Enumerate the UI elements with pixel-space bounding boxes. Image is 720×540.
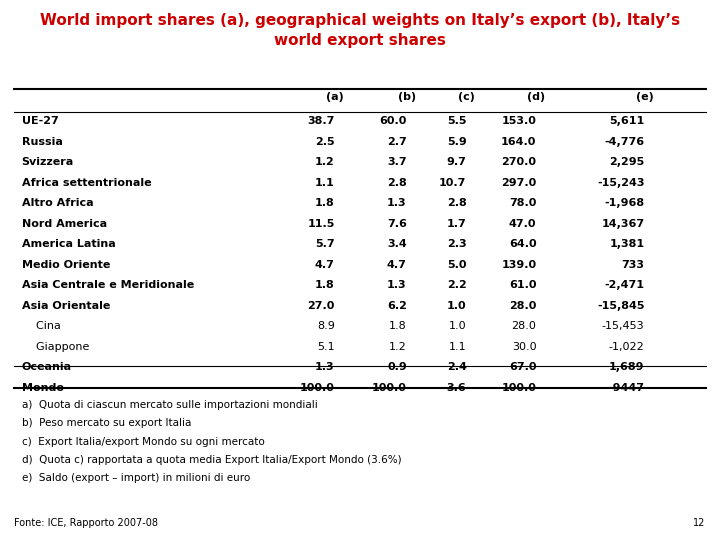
Text: 1,689: 1,689 (609, 362, 644, 373)
Text: Svizzera: Svizzera (22, 157, 74, 167)
Text: 1.7: 1.7 (447, 219, 467, 229)
Text: 7.6: 7.6 (387, 219, 407, 229)
Text: 2.7: 2.7 (387, 137, 407, 147)
Text: 61.0: 61.0 (509, 280, 536, 291)
Text: 100.0: 100.0 (502, 383, 536, 393)
Text: 28.0: 28.0 (509, 301, 536, 311)
Text: 6.2: 6.2 (387, 301, 407, 311)
Text: 1.0: 1.0 (449, 321, 467, 332)
Text: 1.8: 1.8 (315, 280, 335, 291)
Text: -9447: -9447 (608, 383, 644, 393)
Text: 4.7: 4.7 (315, 260, 335, 270)
Text: 47.0: 47.0 (509, 219, 536, 229)
Text: 5.5: 5.5 (447, 116, 467, 126)
Text: 28.0: 28.0 (511, 321, 536, 332)
Text: Oceania: Oceania (22, 362, 72, 373)
Text: 270.0: 270.0 (501, 157, 536, 167)
Text: 4.7: 4.7 (387, 260, 407, 270)
Text: e)  Saldo (export – import) in milioni di euro: e) Saldo (export – import) in milioni di… (22, 473, 250, 483)
Text: Giappone: Giappone (22, 342, 89, 352)
Text: 164.0: 164.0 (501, 137, 536, 147)
Text: 1,381: 1,381 (609, 239, 644, 249)
Text: 2.3: 2.3 (447, 239, 467, 249)
Text: 64.0: 64.0 (509, 239, 536, 249)
Text: 78.0: 78.0 (509, 198, 536, 208)
Text: (c): (c) (458, 92, 475, 102)
Text: 100.0: 100.0 (372, 383, 407, 393)
Text: 2.5: 2.5 (315, 137, 335, 147)
Text: 2.4: 2.4 (446, 362, 467, 373)
Text: 5.7: 5.7 (315, 239, 335, 249)
Text: 60.0: 60.0 (379, 116, 407, 126)
Text: 733: 733 (621, 260, 644, 270)
Text: 1.0: 1.0 (447, 301, 467, 311)
Text: 1.2: 1.2 (315, 157, 335, 167)
Text: Nord America: Nord America (22, 219, 107, 229)
Text: 12: 12 (693, 518, 706, 528)
Text: Africa settentrionale: Africa settentrionale (22, 178, 151, 188)
Text: 9.7: 9.7 (446, 157, 467, 167)
Text: d)  Quota c) rapportata a quota media Export Italia/Export Mondo (3.6%): d) Quota c) rapportata a quota media Exp… (22, 455, 401, 465)
Text: 2.2: 2.2 (447, 280, 467, 291)
Text: -4,776: -4,776 (604, 137, 644, 147)
Text: a)  Quota di ciascun mercato sulle importazioni mondiali: a) Quota di ciascun mercato sulle import… (22, 400, 318, 410)
Text: UE-27: UE-27 (22, 116, 58, 126)
Text: 5.9: 5.9 (447, 137, 467, 147)
Text: World import shares (a), geographical weights on Italy’s export (b), Italy’s
wor: World import shares (a), geographical we… (40, 14, 680, 48)
Text: 297.0: 297.0 (501, 178, 536, 188)
Text: 5.1: 5.1 (318, 342, 335, 352)
Text: -2,471: -2,471 (604, 280, 644, 291)
Text: 1.8: 1.8 (315, 198, 335, 208)
Text: -15,453: -15,453 (602, 321, 644, 332)
Text: Mondo: Mondo (22, 383, 63, 393)
Text: Fonte: ICE, Rapporto 2007-08: Fonte: ICE, Rapporto 2007-08 (14, 518, 158, 528)
Text: 1.3: 1.3 (387, 280, 407, 291)
Text: 67.0: 67.0 (509, 362, 536, 373)
Text: c)  Export Italia/export Mondo su ogni mercato: c) Export Italia/export Mondo su ogni me… (22, 437, 264, 447)
Text: 0.9: 0.9 (387, 362, 407, 373)
Text: 38.7: 38.7 (307, 116, 335, 126)
Text: 30.0: 30.0 (512, 342, 536, 352)
Text: 2,295: 2,295 (609, 157, 644, 167)
Text: Altro Africa: Altro Africa (22, 198, 93, 208)
Text: -1,022: -1,022 (608, 342, 644, 352)
Text: -1,968: -1,968 (604, 198, 644, 208)
Text: Asia Orientale: Asia Orientale (22, 301, 110, 311)
Text: 11.5: 11.5 (307, 219, 335, 229)
Text: 100.0: 100.0 (300, 383, 335, 393)
Text: Medio Oriente: Medio Oriente (22, 260, 110, 270)
Text: (e): (e) (636, 92, 653, 102)
Text: (d): (d) (527, 92, 546, 102)
Text: 1.1: 1.1 (315, 178, 335, 188)
Text: America Latina: America Latina (22, 239, 115, 249)
Text: 5.0: 5.0 (447, 260, 467, 270)
Text: 3.6: 3.6 (447, 383, 467, 393)
Text: Asia Centrale e Meridionale: Asia Centrale e Meridionale (22, 280, 194, 291)
Text: 2.8: 2.8 (447, 198, 467, 208)
Text: 27.0: 27.0 (307, 301, 335, 311)
Text: (b): (b) (397, 92, 416, 102)
Text: 153.0: 153.0 (502, 116, 536, 126)
Text: 10.7: 10.7 (439, 178, 467, 188)
Text: Cina: Cina (22, 321, 60, 332)
Text: 8.9: 8.9 (317, 321, 335, 332)
Text: 1.3: 1.3 (315, 362, 335, 373)
Text: 1.3: 1.3 (387, 198, 407, 208)
Text: (a): (a) (326, 92, 343, 102)
Text: b)  Peso mercato su export Italia: b) Peso mercato su export Italia (22, 418, 191, 428)
Text: 3.7: 3.7 (387, 157, 407, 167)
Text: 1.1: 1.1 (449, 342, 467, 352)
Text: 1.2: 1.2 (389, 342, 407, 352)
Text: 139.0: 139.0 (501, 260, 536, 270)
Text: Russia: Russia (22, 137, 63, 147)
Text: 14,367: 14,367 (601, 219, 644, 229)
Text: 2.8: 2.8 (387, 178, 407, 188)
Text: -15,845: -15,845 (597, 301, 644, 311)
Text: 5,611: 5,611 (609, 116, 644, 126)
Text: -15,243: -15,243 (597, 178, 644, 188)
Text: 3.4: 3.4 (387, 239, 407, 249)
Text: 1.8: 1.8 (389, 321, 407, 332)
